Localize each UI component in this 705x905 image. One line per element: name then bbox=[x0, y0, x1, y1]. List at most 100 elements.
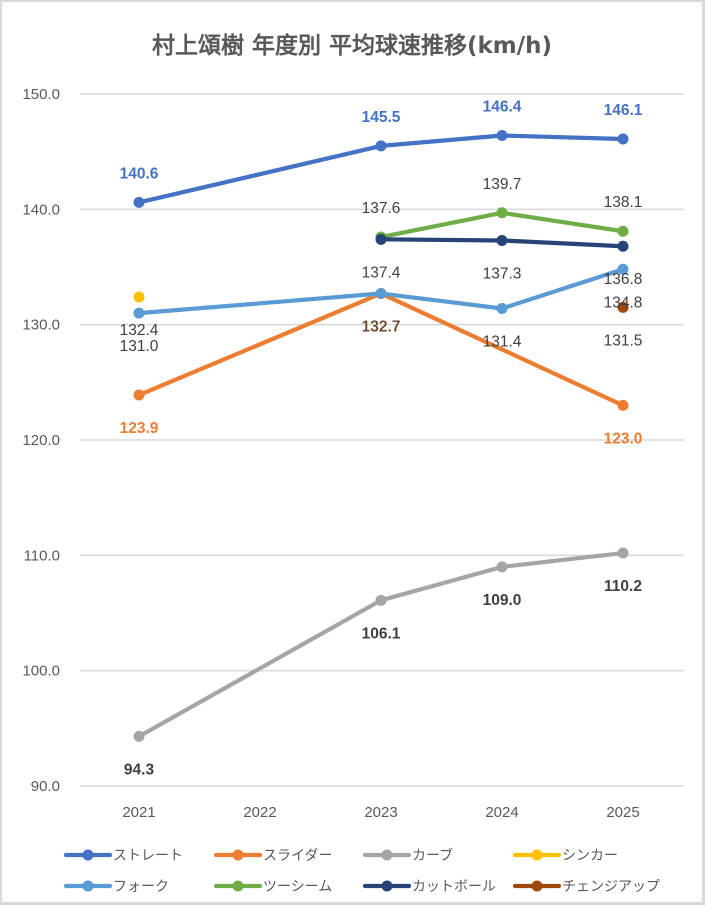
legend-swatch-marker bbox=[531, 849, 543, 861]
legend-label: チェンジアップ bbox=[562, 879, 660, 895]
x-tick-label: 2022 bbox=[243, 804, 276, 821]
data-label: 134.8 bbox=[604, 294, 643, 311]
x-tick-label: 2025 bbox=[606, 804, 639, 821]
series-line bbox=[136, 133, 626, 205]
legend-item[interactable]: カットボール bbox=[362, 879, 496, 895]
data-point bbox=[133, 389, 145, 401]
y-tick-label: 100.0 bbox=[22, 663, 60, 680]
data-label: 110.2 bbox=[604, 578, 642, 595]
data-label: 137.6 bbox=[362, 200, 401, 217]
data-label: 131.0 bbox=[120, 338, 159, 355]
series-line bbox=[136, 267, 626, 316]
data-point bbox=[617, 547, 629, 559]
legend-swatch-marker bbox=[82, 849, 94, 861]
series-0 bbox=[133, 130, 629, 208]
data-label: 146.1 bbox=[604, 102, 643, 119]
data-point bbox=[496, 303, 508, 315]
gridlines bbox=[80, 93, 684, 787]
data-label: 109.0 bbox=[483, 592, 522, 609]
data-label: 123.9 bbox=[120, 420, 159, 437]
data-label: 145.5 bbox=[362, 109, 401, 126]
x-tick-label: 2021 bbox=[122, 804, 155, 821]
data-label: 137.3 bbox=[483, 265, 522, 282]
series-line bbox=[136, 291, 626, 408]
data-point bbox=[375, 140, 387, 152]
legend-swatch-marker bbox=[232, 880, 244, 892]
data-label: 131.4 bbox=[483, 334, 522, 351]
data-label: 132.7 bbox=[362, 319, 401, 336]
data-label: 132.4 bbox=[120, 322, 159, 339]
data-point bbox=[496, 207, 508, 219]
legend-swatch-marker bbox=[381, 849, 393, 861]
legend-item[interactable]: ツーシーム bbox=[213, 879, 332, 895]
data-point bbox=[496, 130, 508, 142]
legend-item[interactable]: フォーク bbox=[63, 879, 169, 895]
y-tick-label: 150.0 bbox=[22, 86, 60, 103]
legend-swatch-marker bbox=[531, 880, 543, 892]
legend-item[interactable]: ストレート bbox=[63, 848, 183, 864]
data-point bbox=[375, 233, 387, 245]
chart-title: 村上頌樹 年度別 平均球速推移(km/h) bbox=[151, 33, 553, 59]
legend-swatch-marker bbox=[381, 880, 393, 892]
legend-label: ストレート bbox=[113, 848, 183, 864]
series-4 bbox=[133, 263, 629, 319]
legend-label: スライダー bbox=[263, 848, 332, 864]
data-label: 140.6 bbox=[120, 165, 159, 182]
data-label: 139.7 bbox=[483, 176, 522, 193]
data-label: 138.1 bbox=[604, 194, 643, 211]
data-point bbox=[617, 225, 629, 237]
data-point bbox=[133, 730, 145, 742]
x-tick-label: 2023 bbox=[364, 804, 397, 821]
legend-label: カットボール bbox=[412, 879, 496, 895]
series-6 bbox=[375, 233, 629, 252]
legend-item[interactable]: シンカー bbox=[512, 848, 618, 864]
series-5 bbox=[375, 207, 629, 243]
data-point bbox=[617, 301, 629, 313]
series-2 bbox=[133, 547, 629, 742]
data-label: 132.7 bbox=[362, 319, 401, 336]
data-label: 146.4 bbox=[483, 99, 522, 116]
legend-label: フォーク bbox=[113, 879, 169, 895]
series-7 bbox=[617, 301, 629, 313]
data-label: 136.8 bbox=[604, 271, 643, 288]
data-point bbox=[617, 399, 629, 411]
y-tick-label: 110.0 bbox=[24, 547, 60, 564]
legend-label: シンカー bbox=[562, 848, 618, 864]
data-point bbox=[496, 234, 508, 246]
legend-label: カーブ bbox=[412, 847, 453, 864]
data-point bbox=[617, 240, 629, 252]
series-group bbox=[133, 130, 629, 742]
data-point bbox=[133, 196, 145, 208]
series-3 bbox=[133, 291, 145, 303]
data-point bbox=[617, 263, 629, 275]
legend-item[interactable]: カーブ bbox=[362, 847, 453, 864]
series-line bbox=[136, 550, 626, 739]
data-point bbox=[375, 288, 387, 300]
y-tick-label: 90.0 bbox=[31, 778, 60, 795]
y-tick-label: 120.0 bbox=[22, 432, 60, 449]
data-point bbox=[496, 561, 508, 573]
data-label: 106.1 bbox=[362, 625, 401, 642]
data-label: 123.0 bbox=[604, 430, 643, 447]
y-tick-label: 140.0 bbox=[22, 201, 60, 218]
legend-item[interactable]: チェンジアップ bbox=[512, 879, 660, 895]
data-label: 94.3 bbox=[124, 761, 155, 778]
data-label: 131.5 bbox=[604, 332, 643, 349]
data-labels: 140.6 145.5 146.4 146.1 123.9 132.7 123.0 94.3 1… bbox=[120, 99, 643, 779]
x-axis: 2021 2022 2023 2024 2025 bbox=[122, 804, 639, 821]
legend-item[interactable]: スライダー bbox=[213, 848, 332, 864]
data-point bbox=[133, 291, 145, 303]
data-label: 137.4 bbox=[362, 264, 401, 281]
legend-label: ツーシーム bbox=[263, 879, 332, 895]
x-tick-label: 2024 bbox=[485, 804, 518, 821]
y-axis: 90.0 100.0 110.0 120.0 130.0 140.0 150.0 bbox=[22, 86, 60, 795]
legend-swatch-marker bbox=[232, 849, 244, 861]
legend-swatch-marker bbox=[82, 880, 94, 892]
data-point bbox=[617, 133, 629, 145]
y-tick-label: 130.0 bbox=[22, 317, 60, 334]
data-point bbox=[133, 307, 145, 319]
data-point bbox=[375, 594, 387, 606]
